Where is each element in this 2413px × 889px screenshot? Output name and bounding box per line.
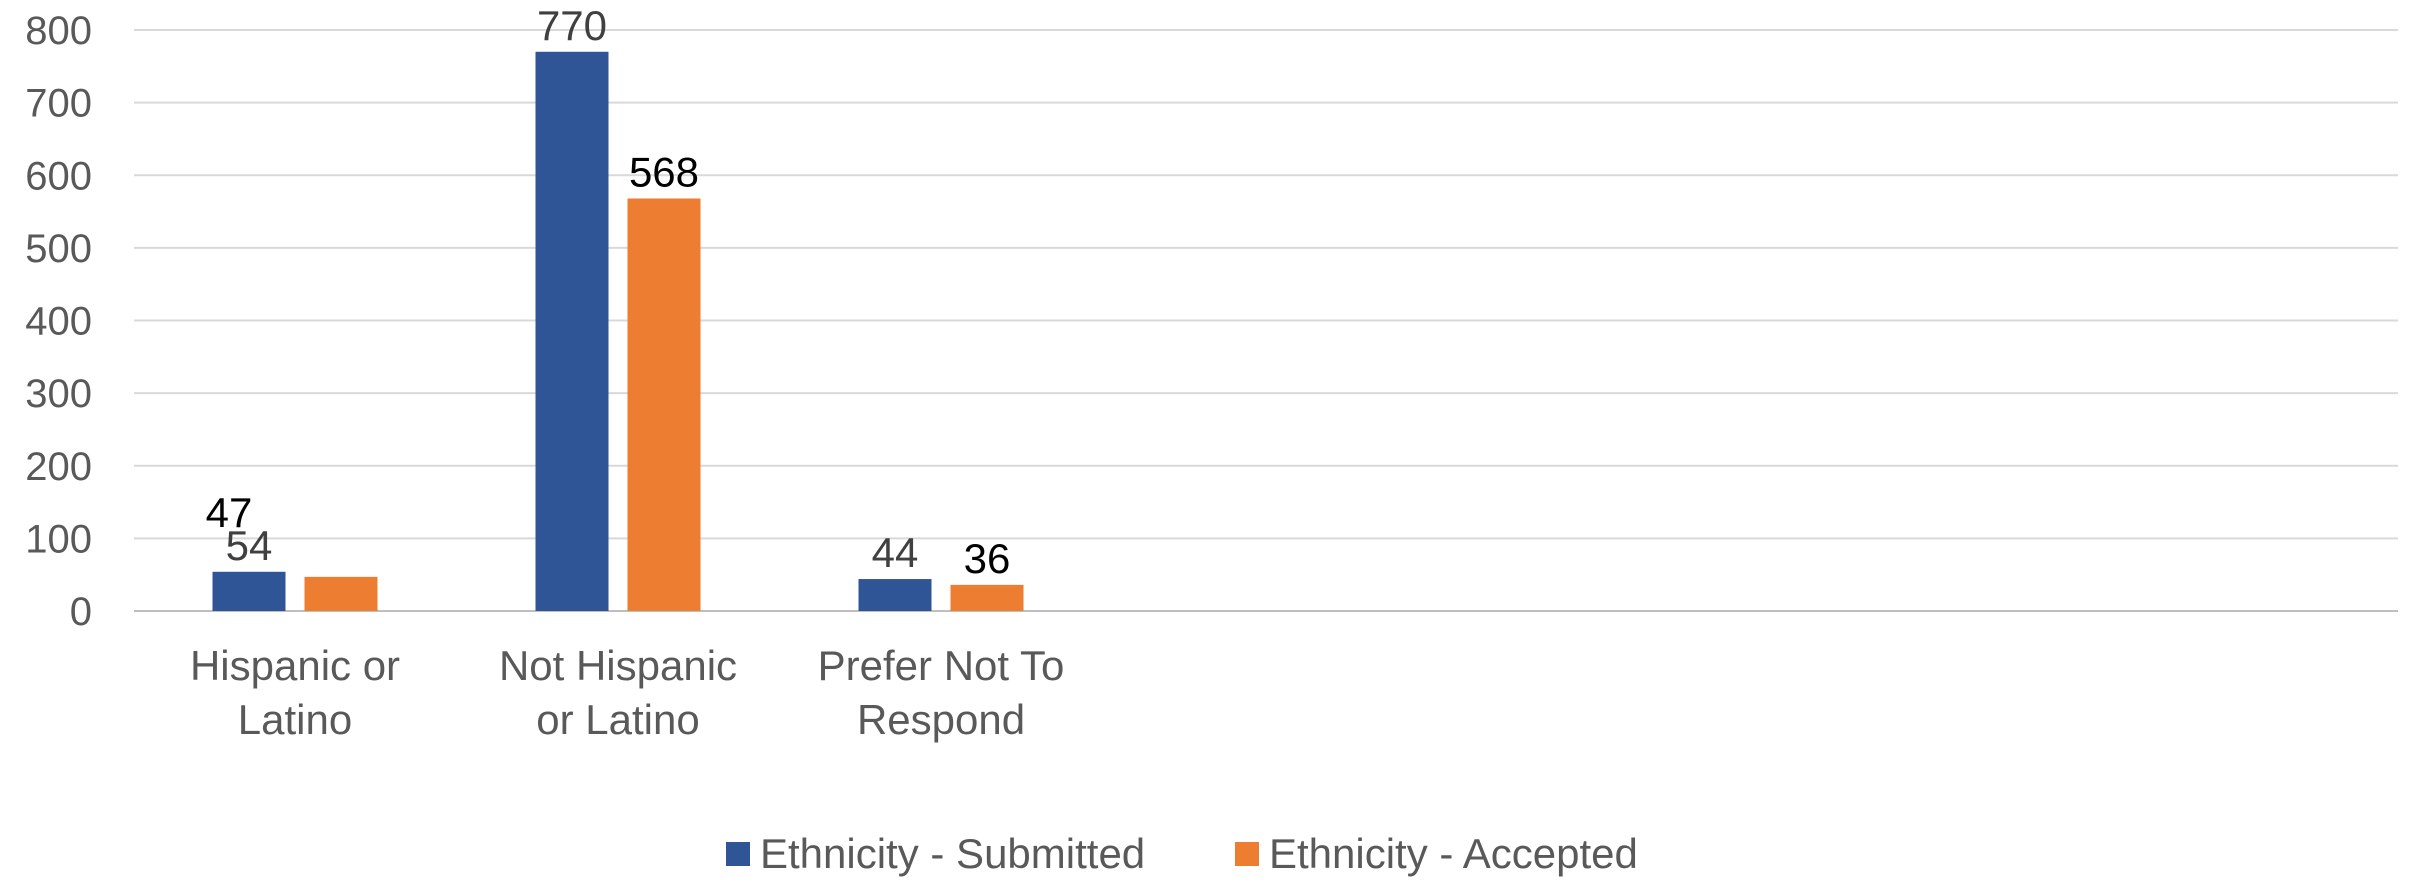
y-tick-label: 400	[25, 300, 92, 344]
legend-swatch	[726, 842, 750, 866]
legend-label: Ethnicity - Accepted	[1269, 830, 1638, 877]
data-label: 36	[964, 535, 1011, 582]
y-tick-label: 500	[25, 227, 92, 271]
y-tick-label: 600	[25, 154, 92, 198]
y-tick-label: 100	[25, 517, 92, 561]
bar-accepted	[950, 584, 1024, 611]
bar-accepted	[304, 576, 378, 611]
data-labels: 54 770 44 47 568 36	[206, 2, 1011, 582]
gridlines	[134, 29, 2398, 612]
y-tick-label: 0	[70, 590, 92, 634]
bar-submitted	[535, 51, 609, 612]
data-label: 44	[872, 529, 919, 576]
bar-submitted	[212, 571, 286, 611]
x-category-label: Hispanic or	[190, 642, 400, 689]
data-label: 770	[537, 2, 607, 49]
x-axis-category-labels: Hispanic or Latino Not Hispanic or Latino Pr…	[190, 642, 1064, 743]
bar-submitted	[858, 579, 932, 611]
y-tick-label: 800	[25, 9, 92, 53]
data-label: 47	[206, 489, 253, 536]
data-label: 54	[226, 522, 273, 569]
y-axis-tick-labels: 0 100 200 300 400 500 600 700 800	[25, 9, 92, 634]
x-category-label: Respond	[857, 696, 1025, 743]
bar-accepted	[627, 198, 701, 612]
y-tick-label: 200	[25, 445, 92, 489]
y-tick-label: 300	[25, 372, 92, 416]
legend: Ethnicity - Submitted Ethnicity - Accepte…	[726, 830, 1638, 877]
x-category-label: or Latino	[536, 696, 699, 743]
data-label: 568	[629, 148, 699, 195]
x-category-label: Not Hispanic	[499, 642, 737, 689]
legend-label: Ethnicity - Submitted	[760, 830, 1145, 877]
y-tick-label: 700	[25, 82, 92, 126]
bars	[212, 51, 1024, 612]
x-category-label: Latino	[238, 696, 352, 743]
legend-swatch	[1235, 842, 1259, 866]
x-category-label: Prefer Not To	[818, 642, 1065, 689]
